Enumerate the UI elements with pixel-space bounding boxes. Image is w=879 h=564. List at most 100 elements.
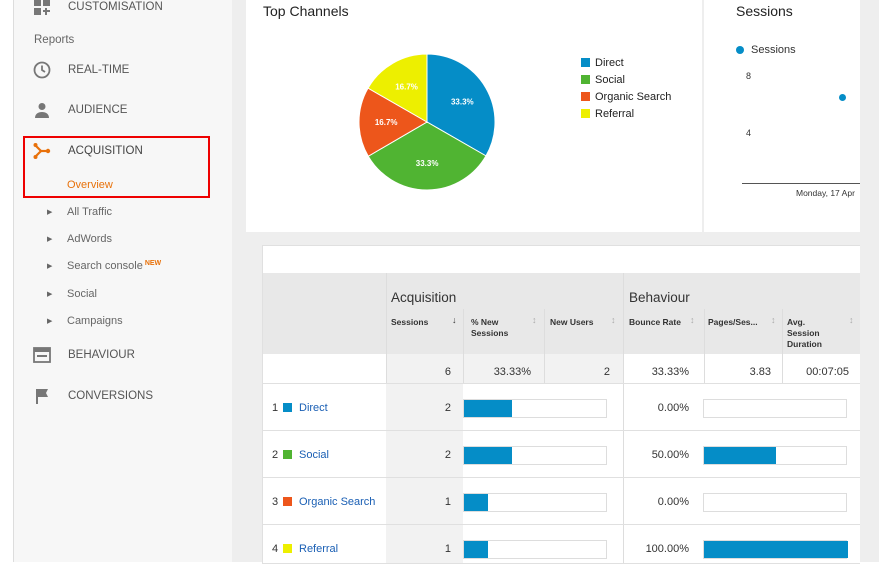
col-pages-session[interactable]: Pages/Ses...: [708, 317, 758, 327]
sort-icon[interactable]: ↕: [690, 315, 695, 325]
group-acquisition-title: Acquisition: [391, 290, 457, 305]
sessions-card: Sessions Sessions 8 4 Monday, 17 Apr: [704, 0, 860, 232]
sidebar-item-campaigns[interactable]: ▶ Campaigns: [14, 310, 232, 332]
sidebar-item-label: Campaigns: [67, 315, 123, 327]
legend-label: Direct: [595, 56, 624, 69]
sidebar-item-social[interactable]: ▶ Social: [14, 283, 232, 305]
row-color-swatch: [283, 450, 292, 459]
sort-icon[interactable]: ↕: [771, 315, 776, 325]
col-bounce-rate[interactable]: Bounce Rate: [629, 317, 681, 327]
row-channel-link[interactable]: Social: [299, 449, 329, 461]
row-color-swatch: [283, 403, 292, 412]
expand-arrow-icon: ▶: [47, 263, 53, 270]
sidebar-item-label: Search console: [67, 260, 143, 272]
legend-item-referral[interactable]: Referral: [581, 105, 671, 122]
pie-legend: Direct Social Organic Search Referral: [581, 54, 671, 122]
total-sessions: 6: [444, 366, 451, 378]
sessions-legend-dot: [736, 46, 744, 54]
sidebar-item-label: Social: [67, 288, 97, 300]
legend-item-direct[interactable]: Direct: [581, 54, 671, 71]
bounce-bar: [703, 399, 847, 418]
nav-realtime-label: REAL-TIME: [68, 64, 130, 76]
pie-slice-label: 33.3%: [416, 159, 439, 168]
sidebar-item-label-wrap: Search console NEW: [67, 260, 161, 272]
pie-slice-organic-search[interactable]: [358, 87, 428, 157]
col-separator: [704, 309, 705, 383]
main-content: Top Channels 33.3% 33.3% 16.7% 16.7% Direct…: [232, 0, 879, 564]
col-avg-duration[interactable]: Avg. Session Duration: [787, 317, 822, 349]
legend-label: Referral: [595, 107, 635, 120]
row-channel-link[interactable]: Organic Search: [299, 496, 376, 508]
col-new-users[interactable]: New Users: [550, 317, 594, 327]
row-color-swatch: [283, 497, 292, 506]
sort-icon[interactable]: ↕: [532, 315, 537, 325]
row-sessions: 1: [444, 496, 451, 508]
sessions-bar-fill: [464, 541, 488, 558]
sessions-cell-bg: [386, 525, 463, 563]
pie-slice-direct[interactable]: [426, 53, 496, 157]
legend-label: Social: [595, 73, 625, 86]
nav-acquisition-overview[interactable]: Overview: [14, 174, 232, 196]
clock-icon: [32, 60, 52, 80]
sidebar-item-all-traffic[interactable]: ▶ All Traffic: [14, 201, 232, 223]
col-sessions[interactable]: Sessions: [391, 317, 429, 327]
nav-realtime[interactable]: REAL-TIME: [14, 52, 232, 88]
legend-item-organic-search[interactable]: Organic Search: [581, 88, 671, 105]
legend-item-social[interactable]: Social: [581, 71, 671, 88]
dashboard-grid-icon: [32, 0, 52, 17]
col-new-sessions[interactable]: % New Sessions: [471, 317, 509, 338]
nav-acquisition-label: ACQUISITION: [68, 145, 143, 157]
sidebar-item-search-console[interactable]: ▶ Search console NEW: [14, 255, 232, 277]
top-channels-card: Top Channels 33.3% 33.3% 16.7% 16.7% Direct…: [246, 0, 702, 232]
col-separator: [623, 273, 624, 563]
bounce-bar-fill: [704, 447, 776, 464]
row-sessions: 2: [444, 449, 451, 461]
table-row: 1 Direct 2 0.00%: [263, 383, 860, 431]
expand-arrow-icon: ▶: [47, 291, 53, 298]
pie-slice-label: 33.3%: [451, 98, 474, 107]
sessions-legend-label: Sessions: [751, 44, 796, 56]
row-number: 1: [272, 402, 279, 414]
row-sessions: 2: [444, 402, 451, 414]
row-bounce-rate: 0.00%: [657, 496, 689, 508]
group-behaviour-title: Behaviour: [629, 290, 690, 305]
total-avg-duration: 00:07:05: [806, 366, 849, 378]
bounce-bar: [703, 446, 847, 465]
acquisition-fork-icon: [32, 141, 52, 161]
bounce-bar: [703, 493, 847, 512]
col-separator: [782, 309, 783, 383]
sessions-bar-fill: [464, 494, 488, 511]
row-channel-link[interactable]: Referral: [299, 543, 339, 555]
row-channel-link[interactable]: Direct: [299, 402, 328, 414]
nav-conversions[interactable]: CONVERSIONS: [14, 378, 232, 414]
col-separator: [463, 309, 464, 383]
row-bounce-rate: 0.00%: [657, 402, 689, 414]
sessions-bar: [463, 446, 607, 465]
x-axis-date-label: Monday, 17 Apr: [796, 188, 855, 198]
sort-icon[interactable]: ↕: [849, 315, 854, 325]
nav-audience[interactable]: AUDIENCE: [14, 92, 232, 128]
sort-desc-icon[interactable]: ↓: [452, 315, 457, 325]
sessions-bar-fill: [464, 447, 512, 464]
pie-slice-social[interactable]: [367, 121, 487, 191]
total-pages-session: 3.83: [749, 366, 771, 378]
sessions-title: Sessions: [736, 3, 793, 19]
nav-customisation[interactable]: CUSTOMISATION: [14, 0, 232, 25]
sidebar-item-label: AdWords: [67, 233, 113, 245]
row-sessions: 1: [444, 543, 451, 555]
nav-behaviour[interactable]: BEHAVIOUR: [14, 337, 232, 373]
table-row: 2 Social 2 50.00%: [263, 430, 860, 478]
pie-slice-referral[interactable]: [367, 53, 428, 123]
nav-customisation-label: CUSTOMISATION: [68, 1, 163, 13]
sessions-cell-bg: [386, 384, 463, 431]
nav-acquisition[interactable]: ACQUISITION: [14, 133, 232, 169]
sessions-bar: [463, 399, 607, 418]
col-separator: [544, 309, 545, 383]
acquisition-highlight-box: [23, 136, 210, 198]
sidebar-item-adwords[interactable]: ▶ AdWords: [14, 228, 232, 250]
y-tick-label: 8: [746, 71, 752, 81]
sessions-bar-fill: [464, 400, 512, 417]
row-number: 4: [272, 543, 279, 555]
sort-icon[interactable]: ↕: [611, 315, 616, 325]
top-channels-title: Top Channels: [263, 3, 349, 19]
